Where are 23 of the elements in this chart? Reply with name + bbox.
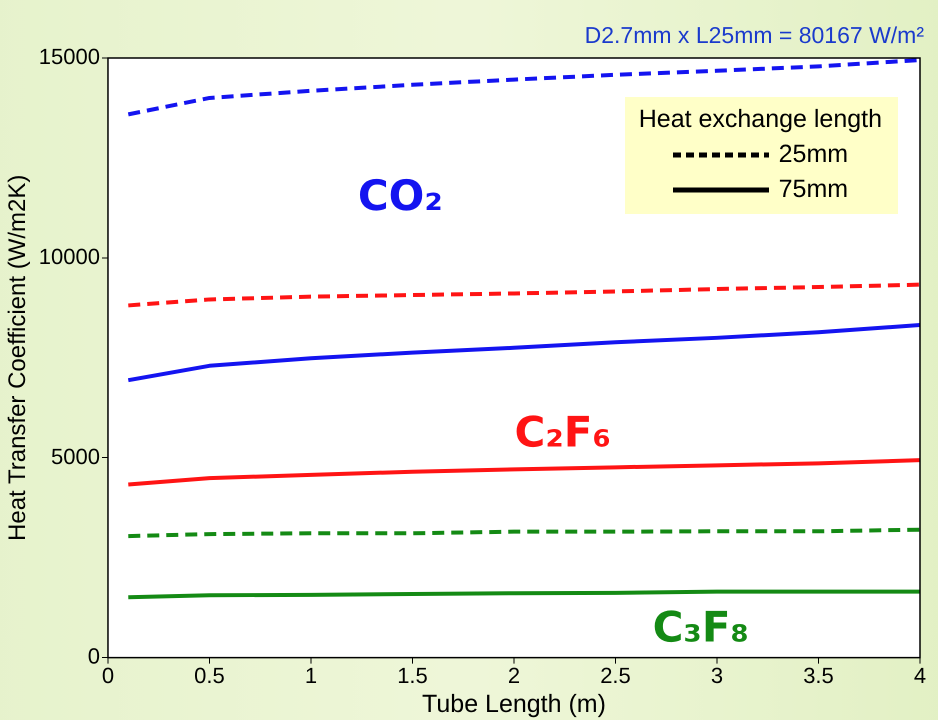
y-tick-label: 15000 bbox=[38, 44, 100, 70]
series-label: CO₂ bbox=[358, 170, 443, 220]
x-tick-label: 0.5 bbox=[194, 662, 225, 688]
x-tick-label: 3 bbox=[710, 662, 724, 688]
x-axis-title: Tube Length (m) bbox=[422, 690, 606, 718]
x-tick-label: 2.5 bbox=[600, 662, 631, 688]
x-tick-label: 3.5 bbox=[803, 662, 834, 688]
line-series bbox=[126, 282, 920, 308]
x-tick-label: 4 bbox=[914, 662, 926, 688]
y-tick-label: 10000 bbox=[38, 244, 100, 269]
y-tick-label: 0 bbox=[88, 644, 100, 669]
annotation: 25mm bbox=[778, 140, 848, 169]
chart-subtitle: D2.7mm x L25mm = 80167 W/m² bbox=[584, 22, 924, 49]
y-axis-title: Heat Transfer Coefficient (W/m2K) bbox=[4, 174, 32, 541]
series-label: C₃F₈ bbox=[652, 602, 749, 652]
legend-title: Heat exchange length bbox=[638, 105, 882, 134]
x-tick-label: 1.5 bbox=[397, 662, 428, 688]
y-tick-label: 5000 bbox=[51, 444, 100, 469]
annotation: 75mm bbox=[778, 175, 848, 204]
x-tick-label: 1 bbox=[304, 662, 318, 688]
x-tick-label: 2 bbox=[508, 662, 520, 688]
text: C₂F₆ bbox=[514, 408, 611, 457]
line-series bbox=[126, 528, 920, 538]
